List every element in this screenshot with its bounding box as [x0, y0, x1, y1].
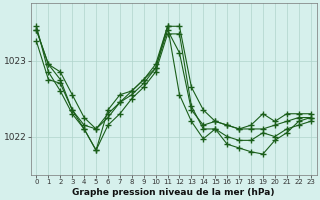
- X-axis label: Graphe pression niveau de la mer (hPa): Graphe pression niveau de la mer (hPa): [72, 188, 275, 197]
